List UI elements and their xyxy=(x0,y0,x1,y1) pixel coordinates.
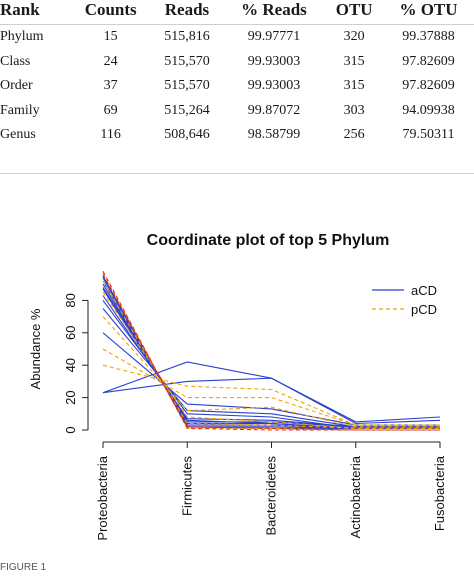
table-row: Phylum 15 515,816 99.97771 320 99.37888 xyxy=(0,25,474,50)
series-line-acd xyxy=(102,377,441,425)
cell-reads: 508,646 xyxy=(164,127,210,143)
cell-otu: 315 xyxy=(343,53,365,69)
series-line-acd xyxy=(102,280,440,429)
x-tick-label: Actinobacteria xyxy=(348,455,363,538)
cell-rank: Genus xyxy=(0,127,36,143)
chart-title: Coordinate plot of top 5 Phylum xyxy=(147,232,390,249)
legend-label-acd: aCD xyxy=(411,283,437,298)
y-ticks: 0 20 40 60 80 xyxy=(63,293,88,434)
x-ticks: Proteobacteria Firmicutes Bacteroidetes Act… xyxy=(95,442,447,541)
cell-reads: 515,570 xyxy=(164,53,210,69)
header-counts: Counts xyxy=(84,0,137,19)
header-reads: Reads xyxy=(164,0,210,19)
table-header-row: Rank Counts Reads % Reads OTU % OTU xyxy=(0,0,474,25)
cell-pct-otu: 94.09938 xyxy=(402,102,455,118)
summary-table-container: Rank Counts Reads % Reads OTU % OTU Phyl… xyxy=(0,0,474,173)
cell-pct-reads: 99.87072 xyxy=(247,102,301,118)
cell-pct-otu: 79.50311 xyxy=(402,127,455,143)
legend-label-pcd: pCD xyxy=(411,302,437,317)
y-axis-label: Abundance % xyxy=(28,308,43,389)
series-line-pcd xyxy=(102,291,440,429)
cell-otu: 303 xyxy=(343,102,365,118)
legend: aCD pCD xyxy=(372,283,437,317)
cell-pct-otu: 99.37888 xyxy=(402,29,455,45)
series-line-pcd xyxy=(102,280,440,429)
series-line-acd xyxy=(102,277,440,429)
cell-pct-reads: 99.93003 xyxy=(247,78,301,94)
cell-counts: 37 xyxy=(103,78,118,94)
cell-pct-reads: 99.97771 xyxy=(247,29,301,45)
cell-rank: Order xyxy=(0,78,33,94)
series-line-red xyxy=(102,270,440,431)
cell-counts: 24 xyxy=(103,53,118,69)
series-line-acd xyxy=(102,275,440,429)
series-line-pcd xyxy=(102,316,440,428)
table-row: Order 37 515,570 99.93003 315 97.82609 xyxy=(0,74,474,99)
cell-rank: Class xyxy=(0,53,31,69)
cell-rank: Phylum xyxy=(0,29,44,45)
cell-otu: 320 xyxy=(343,29,365,45)
table-row: Genus 116 508,646 98.58799 256 79.50311 xyxy=(0,123,474,148)
x-tick-label: Firmicutes xyxy=(179,456,194,516)
y-tick-label: 0 xyxy=(63,426,78,433)
cell-otu: 256 xyxy=(343,127,365,143)
series-line-acd xyxy=(102,288,440,428)
header-rank: Rank xyxy=(0,0,40,19)
series-line-pcd xyxy=(102,348,440,426)
cell-pct-otu: 97.82609 xyxy=(402,53,455,69)
header-pct-otu: % OTU xyxy=(399,0,458,19)
cell-reads: 515,570 xyxy=(164,78,210,94)
coordinate-plot: Coordinate plot of top 5 Phylum 0 20 40 60 8… xyxy=(28,232,447,541)
cell-reads: 515,264 xyxy=(164,102,210,118)
cell-counts: 15 xyxy=(103,29,118,45)
series-line-red xyxy=(102,274,440,431)
y-tick-label: 80 xyxy=(63,293,78,307)
cell-otu: 315 xyxy=(343,78,365,94)
y-tick-label: 60 xyxy=(63,326,78,340)
x-tick-label: Proteobacteria xyxy=(95,455,110,540)
y-tick-label: 40 xyxy=(63,358,78,372)
axes: 0 20 40 60 80 Proteobacteria Firmicutes Bacter… xyxy=(63,293,447,540)
table-row: Family 69 515,264 99.87072 303 94.09938 xyxy=(0,99,474,124)
summary-table: Rank Counts Reads % Reads OTU % OTU Phyl… xyxy=(0,0,474,148)
cell-counts: 116 xyxy=(100,127,121,143)
y-tick-label: 20 xyxy=(63,390,78,404)
cell-pct-reads: 99.93003 xyxy=(247,53,301,69)
figure-caption: FIGURE 1 xyxy=(0,562,47,573)
table-row: Class 24 515,570 99.93003 315 97.82609 xyxy=(0,50,474,75)
x-tick-label: Fusobacteria xyxy=(432,455,447,531)
cell-rank: Family xyxy=(0,102,40,118)
x-tick-label: Bacteroidetes xyxy=(264,456,279,536)
header-pct-reads: % Reads xyxy=(241,0,307,19)
series-line-acd xyxy=(102,361,441,423)
cell-reads: 515,816 xyxy=(164,29,210,45)
cell-pct-reads: 98.58799 xyxy=(247,127,301,143)
series-line-acd xyxy=(102,332,440,426)
cell-counts: 69 xyxy=(103,102,118,118)
series-lines xyxy=(102,270,441,431)
header-divider xyxy=(0,24,474,25)
series-line-pcd xyxy=(102,272,440,431)
table-bottom-rule xyxy=(0,173,474,174)
cell-pct-otu: 97.82609 xyxy=(402,78,455,94)
header-otu: OTU xyxy=(335,0,373,19)
